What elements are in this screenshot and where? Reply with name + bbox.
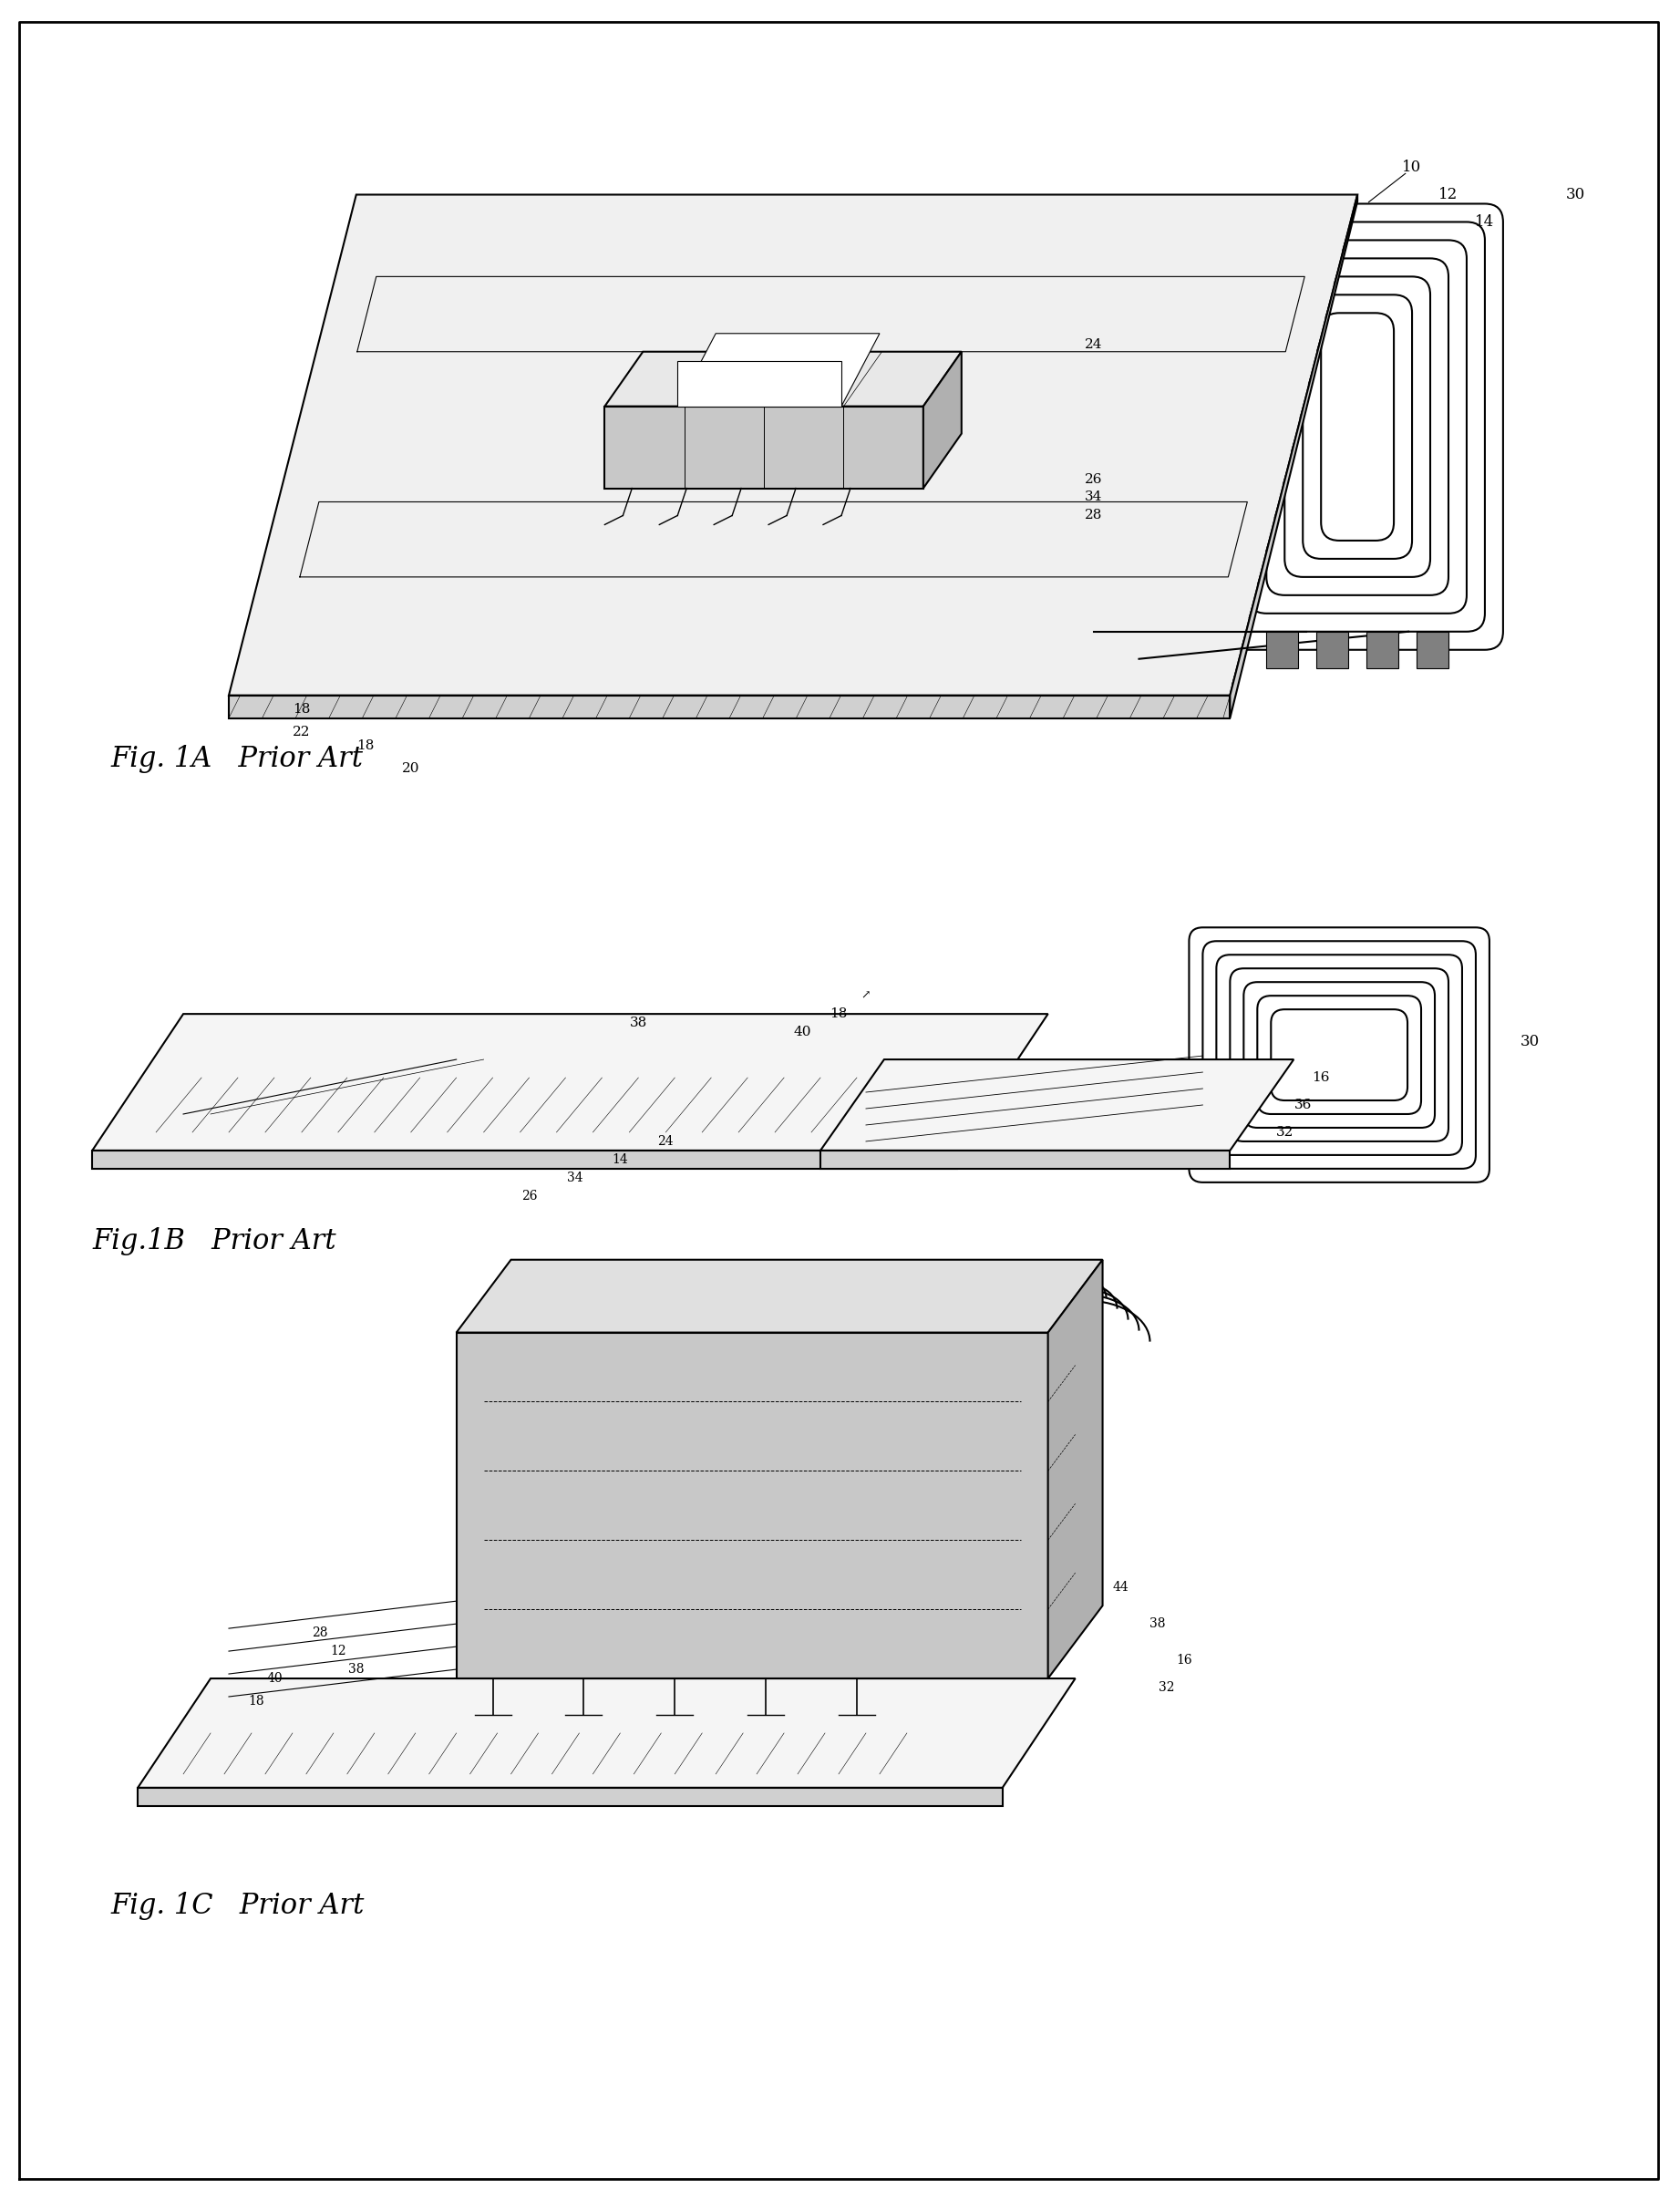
Text: ↗: ↗ [862,990,870,1003]
Text: 14: 14 [1475,213,1495,229]
Text: 16: 16 [1312,1071,1331,1084]
Text: Fig. 1A   Prior Art: Fig. 1A Prior Art [111,745,363,774]
Polygon shape [605,352,961,407]
Polygon shape [138,1788,1003,1805]
Polygon shape [1267,631,1299,668]
Text: 14: 14 [612,1152,628,1165]
Polygon shape [138,1678,1075,1788]
Polygon shape [677,334,880,407]
Text: 12: 12 [329,1645,346,1658]
Text: 22: 22 [292,726,311,739]
Polygon shape [228,196,1357,695]
Text: 18: 18 [356,739,375,752]
Text: 34: 34 [566,1172,583,1185]
Polygon shape [1366,631,1398,668]
Text: 26: 26 [521,1190,538,1203]
Text: 24: 24 [1085,339,1102,352]
Text: Fig.1B   Prior Art: Fig.1B Prior Art [92,1227,336,1256]
Text: 36: 36 [1294,1100,1312,1110]
Polygon shape [820,1150,1230,1168]
Text: 18: 18 [249,1695,264,1709]
Text: 34: 34 [1085,490,1102,504]
Text: 38: 38 [348,1662,365,1676]
Text: 24: 24 [657,1135,674,1148]
Polygon shape [605,407,924,488]
Text: Fig. 1C   Prior Art: Fig. 1C Prior Art [111,1891,365,1920]
Text: 38: 38 [1149,1618,1166,1629]
Text: 40: 40 [267,1671,282,1684]
Text: 38: 38 [630,1016,647,1029]
Polygon shape [1416,631,1448,668]
Text: 16: 16 [1176,1654,1193,1667]
Polygon shape [92,1014,1048,1150]
Polygon shape [1230,196,1357,719]
Text: 40: 40 [793,1025,811,1038]
Text: 18: 18 [292,704,311,715]
Text: 12: 12 [1438,187,1458,202]
Text: 28: 28 [1085,510,1102,521]
Polygon shape [228,695,1230,719]
Text: 32: 32 [1158,1682,1174,1693]
Text: 44: 44 [1112,1581,1129,1594]
Text: 26: 26 [1085,473,1102,486]
Text: 20: 20 [402,761,420,774]
Polygon shape [1048,1260,1102,1678]
Polygon shape [457,1333,1048,1678]
Text: 32: 32 [1275,1126,1294,1139]
Text: 30: 30 [1566,187,1586,202]
Polygon shape [1317,631,1349,668]
Polygon shape [92,1150,958,1168]
Text: 28: 28 [312,1627,328,1638]
Text: 18: 18 [830,1007,847,1020]
Text: 10: 10 [1403,161,1421,176]
Polygon shape [820,1060,1294,1150]
Polygon shape [677,361,842,407]
Polygon shape [924,352,961,488]
Polygon shape [457,1260,1102,1333]
Text: 30: 30 [1520,1034,1541,1049]
